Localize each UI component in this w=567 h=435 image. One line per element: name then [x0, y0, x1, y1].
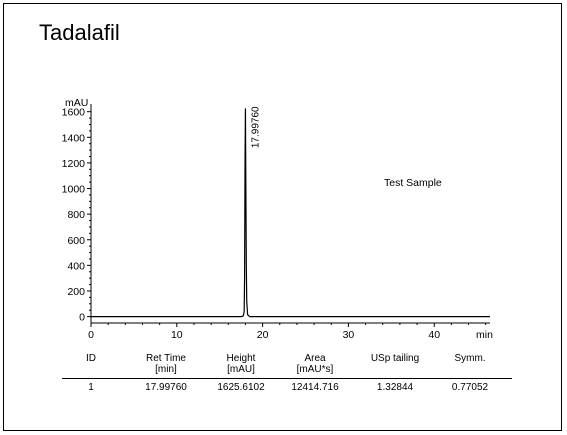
- y-tick-label: 1400: [62, 132, 86, 144]
- y-tick-label: 1200: [62, 158, 86, 170]
- y-tick-label: 1600: [62, 107, 86, 119]
- table-header-unit: [mAU*s]: [296, 364, 334, 375]
- x-tick-label: 30: [343, 329, 355, 341]
- y-tick-label: 1000: [62, 184, 86, 196]
- y-tick-label: 400: [67, 260, 85, 272]
- table-header: ID: [86, 353, 96, 364]
- y-tick-label: 200: [67, 286, 85, 298]
- y-tick-label: 800: [67, 209, 85, 221]
- sample-annotation: Test Sample: [384, 177, 442, 189]
- page-title: Tadalafil: [39, 20, 120, 45]
- peak-label: 17.99760: [250, 106, 261, 148]
- y-axis-unit: mAU: [65, 97, 88, 109]
- chromatogram-trace: [91, 108, 490, 318]
- x-axis-unit: min: [476, 329, 493, 341]
- table-header-unit: [mAU]: [227, 364, 255, 375]
- table-cell: 1625.6102: [217, 382, 265, 393]
- table-cell: 17.99760: [145, 382, 187, 393]
- table-header: Height: [226, 353, 256, 364]
- table-cell: 12414.716: [291, 382, 339, 393]
- x-tick-label: 0: [88, 329, 94, 341]
- report-frame: [3, 3, 562, 431]
- x-tick-label: 40: [428, 329, 440, 341]
- table-header: Symm.: [454, 353, 486, 364]
- table-cell: 0.77052: [451, 382, 489, 393]
- x-tick-label: 10: [171, 329, 183, 341]
- x-tick-label: 20: [257, 329, 269, 341]
- table-cell: 1: [88, 382, 94, 393]
- table-header: Ret Time: [145, 353, 186, 364]
- table-header: Area: [304, 353, 326, 364]
- y-tick-label: 600: [67, 235, 85, 247]
- y-tick-label: 0: [79, 312, 85, 324]
- table-divider: [62, 378, 512, 379]
- table-cell: 1.32844: [376, 382, 414, 393]
- table-header-unit: [min]: [155, 364, 177, 375]
- table-header: USp tailing: [370, 353, 420, 364]
